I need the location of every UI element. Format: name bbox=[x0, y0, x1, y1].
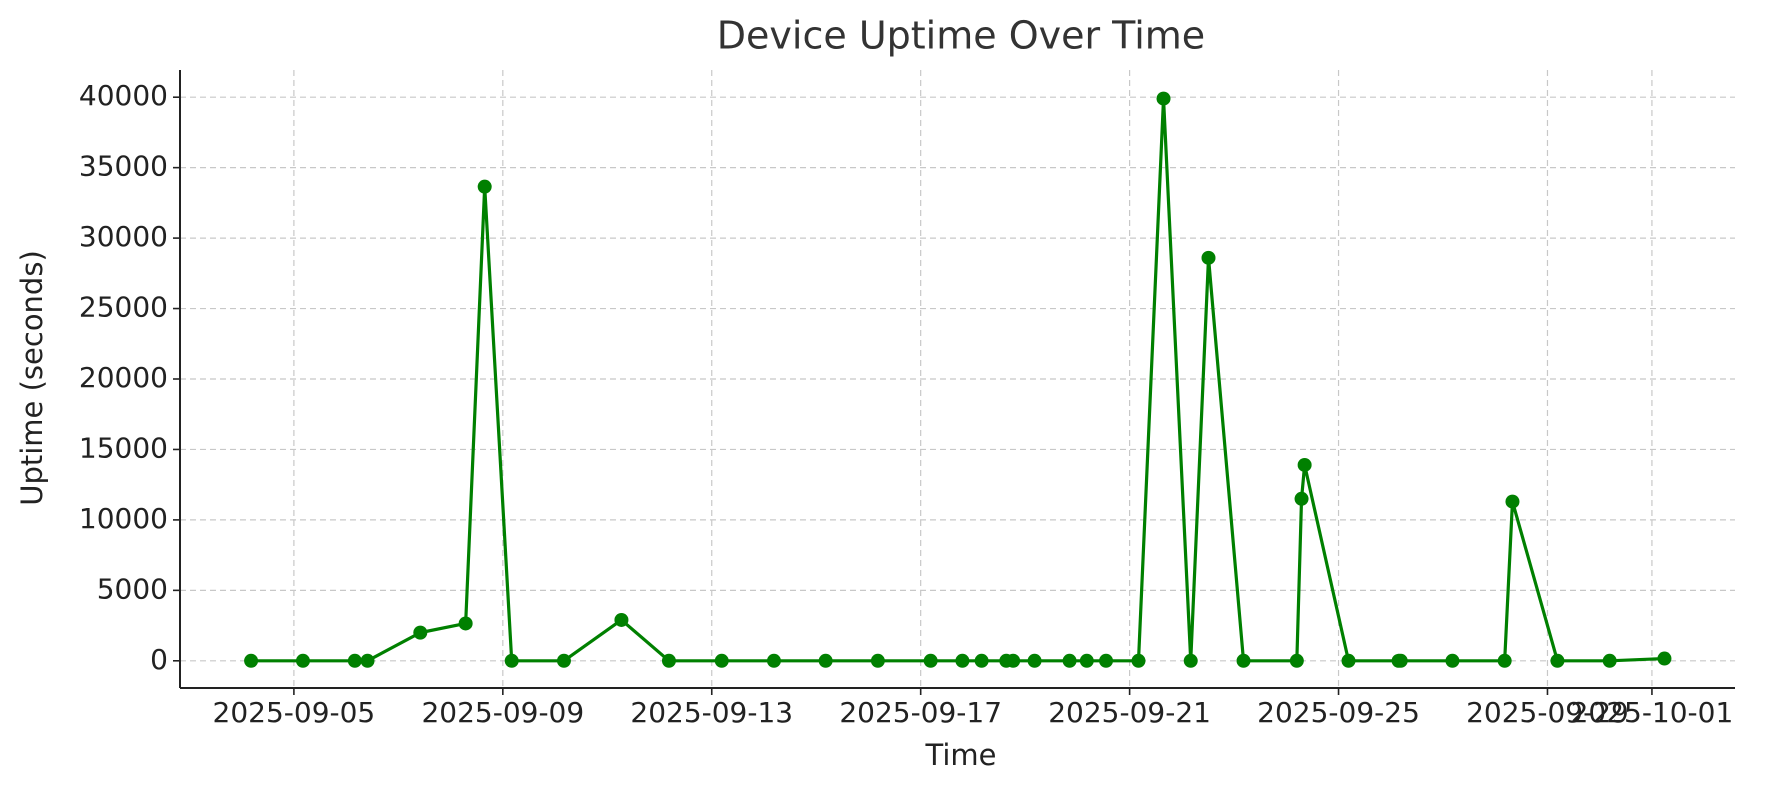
point bbox=[1156, 91, 1171, 106]
y-tick-label: 40000 bbox=[79, 79, 168, 112]
y-tick-label: 5000 bbox=[97, 572, 168, 605]
x-tick-label: 2025-09-21 bbox=[1048, 696, 1211, 729]
y-tick-label: 10000 bbox=[79, 502, 168, 535]
point bbox=[1550, 653, 1565, 668]
point bbox=[1341, 653, 1356, 668]
point bbox=[1497, 653, 1512, 668]
point bbox=[1602, 653, 1617, 668]
y-axis-label: Uptime (seconds) bbox=[15, 250, 49, 506]
point bbox=[477, 179, 492, 194]
series-line bbox=[251, 97, 1665, 663]
x-tick-label: 2025-09-09 bbox=[421, 696, 584, 729]
point bbox=[1006, 653, 1021, 668]
point bbox=[413, 625, 428, 640]
point bbox=[347, 653, 362, 668]
y-tick-label: 25000 bbox=[79, 291, 168, 324]
point bbox=[458, 616, 473, 631]
point bbox=[1201, 250, 1216, 265]
x-tick-label: 2025-09-29 bbox=[1466, 696, 1629, 729]
point bbox=[974, 653, 989, 668]
point bbox=[1027, 653, 1042, 668]
chart-title: Device Uptime Over Time bbox=[717, 14, 1205, 58]
y-tick-label: 20000 bbox=[79, 361, 168, 394]
y-tick-label: 30000 bbox=[79, 220, 168, 253]
point bbox=[955, 653, 970, 668]
point bbox=[295, 653, 310, 668]
x-axis-label: Time bbox=[925, 738, 997, 772]
point bbox=[1289, 653, 1304, 668]
point bbox=[1294, 491, 1309, 506]
point bbox=[1099, 653, 1114, 668]
point bbox=[818, 653, 833, 668]
point bbox=[1505, 494, 1520, 509]
x-tick-label: 2025-09-17 bbox=[839, 696, 1002, 729]
y-tick-label: 0 bbox=[150, 643, 168, 676]
point bbox=[923, 653, 938, 668]
point bbox=[1079, 653, 1094, 668]
point bbox=[614, 612, 629, 627]
y-tick-label: 15000 bbox=[79, 431, 168, 464]
point bbox=[766, 653, 781, 668]
point bbox=[1657, 651, 1672, 666]
point bbox=[1062, 653, 1077, 668]
point bbox=[1236, 653, 1251, 668]
point bbox=[1131, 653, 1146, 668]
point bbox=[1297, 457, 1312, 472]
x-tick-label: 2025-10-01 bbox=[1571, 696, 1734, 729]
point bbox=[661, 653, 676, 668]
point bbox=[360, 653, 375, 668]
point bbox=[504, 653, 519, 668]
y-tick-label: 35000 bbox=[79, 150, 168, 183]
point bbox=[244, 653, 259, 668]
point bbox=[870, 653, 885, 668]
point bbox=[1393, 653, 1408, 668]
x-tick-label: 2025-09-25 bbox=[1257, 696, 1420, 729]
point bbox=[1183, 653, 1198, 668]
point bbox=[1445, 653, 1460, 668]
x-tick-label: 2025-09-13 bbox=[630, 696, 793, 729]
point bbox=[556, 653, 571, 668]
point bbox=[714, 653, 729, 668]
x-tick-label: 2025-09-05 bbox=[213, 696, 376, 729]
